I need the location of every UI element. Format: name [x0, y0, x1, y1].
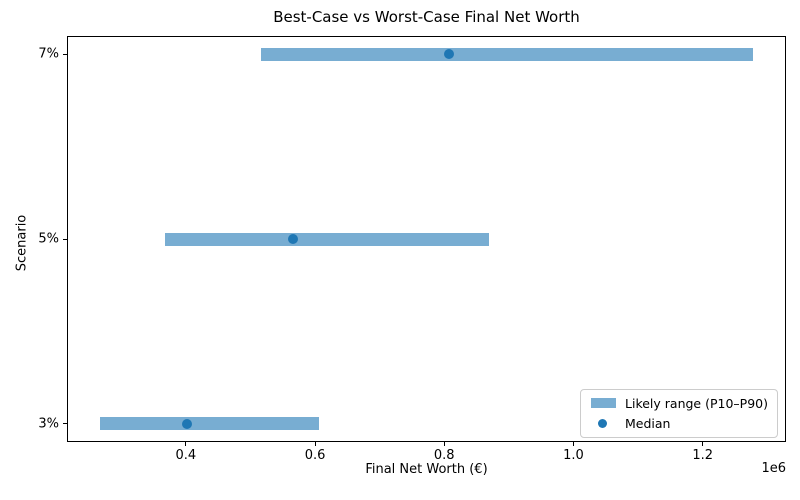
y-tick-label: 5%	[38, 231, 59, 247]
median-dot	[444, 49, 455, 60]
y-axis-label-text: Scenario	[14, 214, 30, 272]
legend-item-range: Likely range (P10–P90)	[591, 394, 768, 412]
legend-range-swatch-col	[591, 398, 617, 408]
x-tick-mark	[314, 442, 316, 446]
x-tick-label: 1.0	[563, 448, 584, 463]
y-tick-mark	[63, 238, 67, 240]
y-tick-label: 3%	[38, 416, 59, 432]
median-dot	[288, 234, 299, 244]
x-tick-mark	[185, 442, 187, 446]
y-tick-label: 7%	[38, 46, 59, 62]
legend-range-swatch-icon	[591, 398, 617, 408]
x-tick-mark	[702, 442, 704, 446]
x-tick-mark	[443, 442, 445, 446]
legend-median-swatch-col	[591, 418, 616, 428]
legend-item-median: Median	[591, 414, 768, 432]
x-axis-offset-label: 1e6	[761, 461, 786, 476]
chart-title: Best-Case vs Worst-Case Final Net Worth	[273, 8, 580, 26]
range-bar	[261, 47, 754, 61]
x-tick-label: 0.8	[433, 448, 455, 463]
x-tick-label: 1.2	[692, 448, 713, 463]
x-axis-label: Final Net Worth (€)	[365, 462, 488, 477]
y-tick-mark	[63, 423, 67, 425]
range-bar	[165, 232, 489, 246]
legend: Likely range (P10–P90) Median	[580, 389, 778, 438]
legend-median-dot-icon	[598, 418, 608, 428]
legend-median-label: Median	[625, 415, 671, 431]
x-tick-label: 0.6	[304, 448, 326, 463]
median-dot	[182, 418, 193, 429]
x-tick-mark	[572, 442, 574, 446]
legend-range-label: Likely range (P10–P90)	[625, 395, 768, 411]
x-tick-label: 0.4	[175, 448, 197, 463]
y-tick-mark	[63, 53, 67, 55]
range-bar	[99, 417, 319, 431]
